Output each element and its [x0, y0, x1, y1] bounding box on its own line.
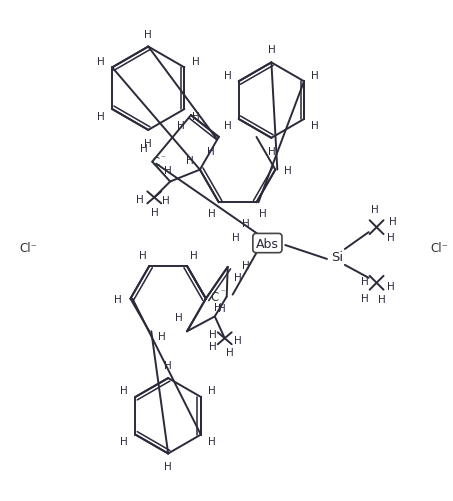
- Text: H: H: [151, 208, 159, 218]
- Text: H: H: [120, 386, 128, 396]
- Text: H: H: [242, 261, 250, 271]
- Text: H: H: [224, 71, 231, 81]
- Text: H: H: [242, 219, 250, 229]
- Text: H: H: [214, 302, 222, 312]
- Text: H: H: [311, 71, 319, 81]
- Text: H: H: [177, 121, 185, 131]
- Text: H: H: [284, 165, 292, 175]
- Text: H: H: [139, 250, 147, 261]
- Text: H: H: [186, 155, 194, 165]
- Text: H: H: [389, 217, 396, 227]
- Text: H: H: [234, 272, 241, 282]
- Text: H: H: [226, 348, 234, 357]
- Text: H: H: [234, 336, 241, 346]
- Text: H: H: [209, 342, 217, 352]
- Text: Cl⁻: Cl⁻: [430, 241, 448, 254]
- Text: H: H: [158, 332, 166, 342]
- Text: H: H: [311, 121, 319, 131]
- Text: H: H: [140, 143, 148, 153]
- Text: H: H: [114, 294, 121, 304]
- Text: H: H: [136, 195, 144, 205]
- Text: C: C: [151, 156, 159, 169]
- Text: H: H: [145, 138, 152, 148]
- Text: H: H: [386, 232, 395, 242]
- Text: Cl⁻: Cl⁻: [19, 241, 37, 254]
- Text: H: H: [371, 205, 379, 215]
- Text: Si: Si: [331, 251, 343, 264]
- Text: H: H: [224, 121, 231, 131]
- Text: H: H: [175, 313, 183, 323]
- Text: H: H: [164, 165, 172, 175]
- Text: H: H: [208, 386, 216, 396]
- Text: ⁻: ⁻: [161, 154, 165, 163]
- Text: Abs: Abs: [256, 237, 279, 250]
- Text: H: H: [386, 281, 395, 291]
- Text: H: H: [192, 111, 199, 121]
- Text: H: H: [378, 294, 386, 304]
- Text: H: H: [97, 57, 105, 67]
- Text: H: H: [268, 146, 275, 156]
- Text: H: H: [164, 461, 172, 471]
- Text: H: H: [208, 436, 216, 446]
- Text: H: H: [259, 209, 267, 219]
- Text: H: H: [145, 30, 152, 40]
- Text: H: H: [268, 46, 275, 56]
- Text: H: H: [97, 111, 105, 121]
- Text: C: C: [211, 291, 219, 304]
- Text: H: H: [232, 232, 240, 242]
- Text: H: H: [218, 304, 226, 314]
- Text: H: H: [120, 436, 128, 446]
- Text: H: H: [192, 57, 199, 67]
- Text: ⁻: ⁻: [220, 288, 225, 297]
- Text: H: H: [162, 196, 170, 206]
- Text: H: H: [361, 293, 369, 303]
- Text: H: H: [209, 330, 217, 340]
- Text: H: H: [164, 360, 172, 370]
- Text: H: H: [190, 250, 198, 261]
- Text: H: H: [208, 209, 216, 219]
- Text: H: H: [207, 146, 215, 156]
- Text: H: H: [361, 276, 369, 286]
